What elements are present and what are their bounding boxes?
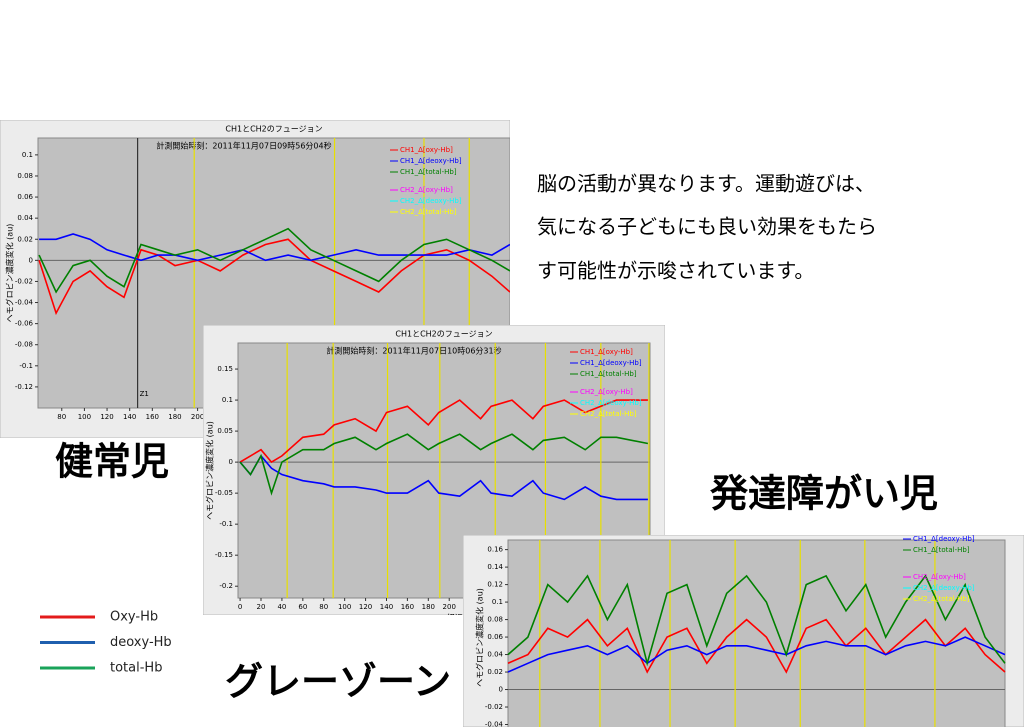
y-axis-label: ヘモグロビン濃度変化 (au) bbox=[475, 588, 485, 687]
y-tick-label: 0.08 bbox=[487, 616, 503, 624]
legend-label: CH1_Δ[deoxy-Hb] bbox=[580, 359, 642, 367]
y-tick-label: 0.15 bbox=[217, 365, 233, 373]
legend-label: CH1_Δ[deoxy-Hb] bbox=[400, 157, 462, 165]
y-tick-label: -0.08 bbox=[15, 341, 33, 349]
y-tick-label: -0.02 bbox=[485, 703, 503, 711]
y-tick-label: -0.12 bbox=[15, 383, 33, 391]
x-tick-label: 80 bbox=[319, 603, 328, 611]
legend-label: CH1_Δ[oxy-Hb] bbox=[580, 348, 633, 356]
chart-panel: ヘモグロビン濃度変化 (au) 0.16 0.14 0.12 0.1 0.08 0.06 0.… bbox=[463, 535, 1024, 727]
legend-label: CH2_Δ[deoxy-Hb] bbox=[400, 197, 462, 205]
x-tick-label: 120 bbox=[100, 413, 113, 421]
y-tick-label: 0.02 bbox=[487, 668, 503, 676]
y-tick-label: 0.1 bbox=[222, 396, 233, 404]
y-tick-label: -0.06 bbox=[15, 320, 34, 328]
x-tick-label: 100 bbox=[338, 603, 351, 611]
y-tick-label: -0.05 bbox=[215, 489, 233, 497]
y-tick-label: 0.1 bbox=[22, 151, 33, 159]
series-line bbox=[239, 433, 649, 496]
y-tick-label: 0.05 bbox=[217, 427, 233, 435]
body-text: す可能性が示唆されています。 bbox=[537, 259, 814, 283]
series-line bbox=[239, 454, 648, 501]
x-tick-label: 0 bbox=[238, 603, 242, 611]
legend-label: CH1_Δ[total-Hb] bbox=[913, 546, 970, 554]
y-tick-label: 0.06 bbox=[17, 193, 33, 201]
legend-label: CH2_Δ[oxy-Hb] bbox=[400, 186, 453, 194]
y-tick-label: 0.12 bbox=[487, 581, 503, 589]
x-tick-label: 140 bbox=[123, 413, 136, 421]
y-tick-label: 0.08 bbox=[17, 172, 33, 180]
series-line bbox=[507, 636, 1006, 673]
series-line bbox=[38, 227, 510, 294]
x-tick-label: 180 bbox=[422, 603, 435, 611]
y-axis-label: ヘモグロビン濃度変化 (au) bbox=[5, 224, 15, 323]
y-tick-label: 0 bbox=[29, 256, 33, 264]
event-label: Z1 bbox=[140, 390, 149, 398]
x-tick-label: 120 bbox=[359, 603, 372, 611]
group-label: グレーゾーン bbox=[225, 659, 451, 704]
x-tick-label: 200 bbox=[191, 413, 204, 421]
legend-label: CH2_Δ[total-Hb] bbox=[580, 410, 637, 418]
y-tick-label: -0.1 bbox=[19, 362, 33, 370]
x-tick-label: 20 bbox=[257, 603, 266, 611]
series-line bbox=[239, 399, 648, 464]
legend-label: CH2_Δ[deoxy-Hb] bbox=[913, 584, 975, 592]
chart-subtitle: 計測開始時刻：2011年11月07日09時56分04秒 bbox=[156, 141, 331, 151]
group-label: 発達障がい児 bbox=[710, 471, 938, 516]
x-tick-label: 40 bbox=[277, 603, 286, 611]
y-tick-label: -0.2 bbox=[219, 582, 233, 590]
body-text: 脳の活動が異なります。運動遊びは、 bbox=[537, 172, 875, 196]
x-tick-label: 100 bbox=[78, 413, 91, 421]
legend-label: CH2_Δ[total-Hb] bbox=[913, 595, 970, 603]
legend-label: CH1_Δ[total-Hb] bbox=[580, 370, 637, 378]
legend-label: CH2_Δ[total-Hb] bbox=[400, 208, 457, 216]
x-tick-label: 140 bbox=[380, 603, 393, 611]
group-label: 健常児 bbox=[55, 439, 169, 484]
y-tick-label: -0.15 bbox=[215, 551, 233, 559]
body-text: 気になる子どもにも良い効果をもたら bbox=[537, 215, 877, 239]
legend-label: CH1_Δ[total-Hb] bbox=[400, 168, 457, 176]
y-tick-label: 0.06 bbox=[487, 633, 503, 641]
x-tick-label: 160 bbox=[401, 603, 414, 611]
plot-area bbox=[507, 539, 1006, 727]
chart-subtitle: 計測開始時刻：2011年11月07日10時06分31秒 bbox=[326, 346, 501, 356]
y-tick-label: 0.16 bbox=[487, 546, 503, 554]
x-tick-label: 160 bbox=[146, 413, 159, 421]
y-axis-label: ヘモグロビン濃度変化 (au) bbox=[205, 421, 215, 520]
y-tick-label: 0.1 bbox=[492, 598, 503, 606]
legend: Oxy-Hb deoxy-Hb total-Hb bbox=[40, 610, 172, 676]
charts: CH1とCH2のフュージョン計測開始時刻：2011年11月07日09時56分04… bbox=[0, 120, 1024, 727]
series-line bbox=[39, 233, 510, 262]
y-tick-label: 0.14 bbox=[487, 563, 503, 571]
y-tick-label: 0.04 bbox=[17, 214, 33, 222]
x-tick-label: 80 bbox=[57, 413, 66, 421]
y-tick-label: -0.1 bbox=[219, 520, 233, 528]
y-tick-label: 0 bbox=[229, 458, 233, 466]
y-tick-label: 0.04 bbox=[487, 651, 503, 659]
legend-label: CH2_Δ[oxy-Hb] bbox=[913, 573, 966, 581]
legend-label: CH1_Δ[deoxy-Hb] bbox=[913, 535, 975, 543]
legend-label: Oxy-Hb bbox=[110, 610, 158, 625]
legend-label: deoxy-Hb bbox=[110, 635, 172, 650]
y-tick-label: -0.02 bbox=[15, 277, 33, 285]
legend-label: CH2_Δ[deoxy-Hb] bbox=[580, 399, 642, 407]
series-line bbox=[38, 238, 510, 316]
legend-label: total-Hb bbox=[110, 661, 162, 676]
legend-label: CH2_Δ[oxy-Hb] bbox=[580, 388, 633, 396]
x-tick-label: 60 bbox=[298, 603, 307, 611]
series-line bbox=[507, 618, 1006, 674]
y-tick-label: -0.04 bbox=[15, 299, 34, 307]
legend-label: CH1_Δ[oxy-Hb] bbox=[400, 146, 453, 154]
y-tick-label: 0.02 bbox=[17, 235, 33, 243]
y-tick-label: -0.04 bbox=[485, 721, 504, 727]
y-tick-label: 0 bbox=[499, 686, 503, 694]
chart-title: CH1とCH2のフュージョン bbox=[395, 330, 492, 339]
chart-title: CH1とCH2のフュージョン bbox=[225, 125, 322, 134]
x-tick-label: 180 bbox=[168, 413, 181, 421]
x-tick-label: 200 bbox=[443, 603, 456, 611]
series-line bbox=[507, 574, 1006, 667]
